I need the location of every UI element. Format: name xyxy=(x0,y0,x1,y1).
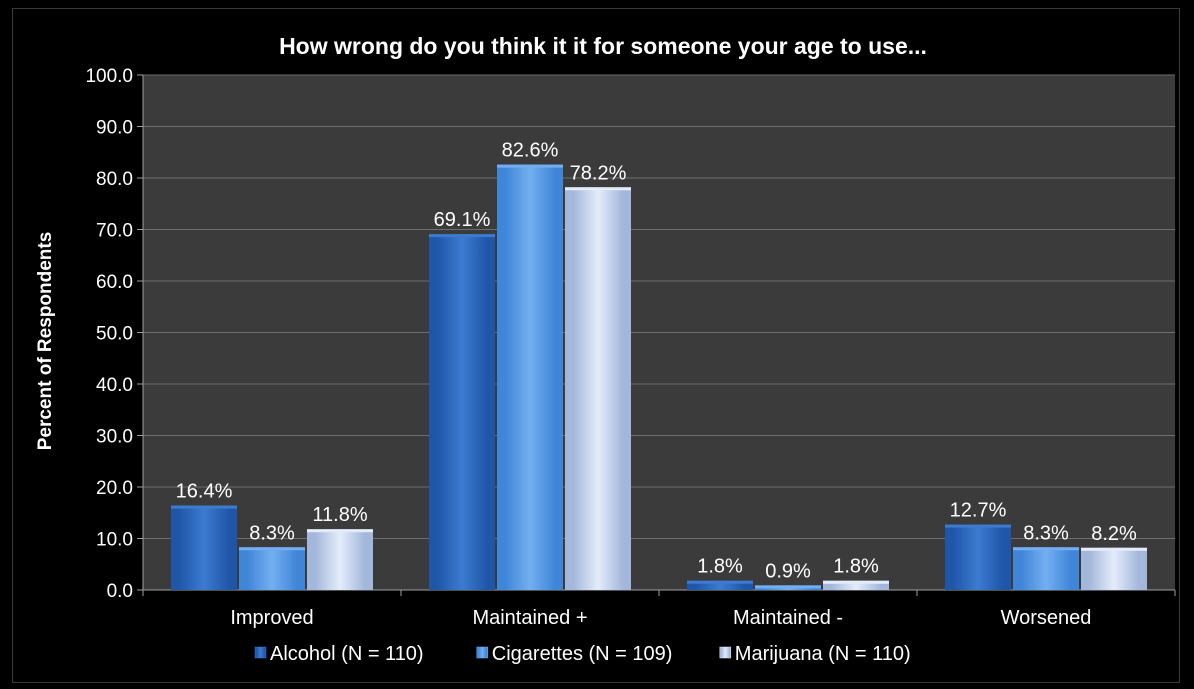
y-tick-label: 70.0 xyxy=(96,221,133,242)
bar-top-bevel xyxy=(945,524,1011,528)
legend-swatch xyxy=(254,646,267,659)
legend-item: Alcohol (N = 110) xyxy=(254,643,424,665)
legend-swatch xyxy=(719,646,732,659)
bar-top-bevel xyxy=(429,234,495,238)
y-axis-title: Percent of Respondents xyxy=(35,232,56,451)
y-tick-label: 100.0 xyxy=(85,66,133,87)
y-tick-label: 90.0 xyxy=(96,118,133,139)
y-tick-label: 30.0 xyxy=(96,427,133,448)
data-label: 78.2% xyxy=(570,162,627,184)
y-tick-label: 0.0 xyxy=(107,581,133,602)
legend-label: Cigarettes (N = 109) xyxy=(492,643,673,665)
data-label: 0.9% xyxy=(765,560,811,582)
legend-label: Marijuana (N = 110) xyxy=(735,643,911,665)
legend-item: Marijuana (N = 110) xyxy=(719,643,911,665)
bar-top-bevel xyxy=(823,580,889,584)
bar xyxy=(171,505,237,590)
bar-top-bevel xyxy=(307,529,373,533)
x-tick-label: Improved xyxy=(230,607,313,629)
bar xyxy=(497,164,563,591)
data-labels: 16.4% 8.3% 11.8% 69.1% 82.6% 78.2% 1.8% 0.9% 1.8… xyxy=(176,140,1137,583)
bar-top-bevel xyxy=(497,164,563,168)
data-label: 1.8% xyxy=(697,556,743,578)
chart-title: How wrong do you think it it for someone… xyxy=(279,33,927,59)
bar-top-bevel xyxy=(1013,547,1079,551)
data-label: 16.4% xyxy=(176,481,233,503)
chart-frame: How wrong do you think it it for someone… xyxy=(12,8,1180,683)
plot-area xyxy=(143,74,1175,591)
bar-top-bevel xyxy=(755,585,821,589)
bar xyxy=(687,580,753,590)
data-label: 1.8% xyxy=(833,556,879,578)
y-tick-label: 40.0 xyxy=(96,375,133,396)
data-label: 82.6% xyxy=(502,140,559,162)
bar xyxy=(823,580,889,590)
y-tick-label: 20.0 xyxy=(96,478,133,499)
data-label: 8.3% xyxy=(1023,522,1069,544)
y-tick-label: 50.0 xyxy=(96,324,133,345)
legend: Alcohol (N = 110) Cigarettes (N = 109) Mar… xyxy=(254,643,911,665)
data-label: 69.1% xyxy=(434,209,491,231)
x-tick-label: Worsened xyxy=(1001,607,1092,629)
bar xyxy=(945,524,1011,590)
bar xyxy=(429,234,495,590)
legend-item: Cigarettes (N = 109) xyxy=(476,643,673,665)
bar-top-bevel xyxy=(171,505,237,509)
y-tick-label: 60.0 xyxy=(96,272,133,293)
legend-swatch xyxy=(476,646,489,659)
y-tick-label: 10.0 xyxy=(96,530,133,551)
y-tick-label: 80.0 xyxy=(96,169,133,190)
bar xyxy=(1013,547,1079,590)
x-tick-label: Maintained + xyxy=(472,607,587,629)
bar-chart: How wrong do you think it it for someone… xyxy=(35,33,1176,665)
bar xyxy=(565,187,631,590)
bar-top-bevel xyxy=(239,547,305,551)
x-axis: Improved Maintained + Maintained - Worsened xyxy=(142,590,1176,629)
data-label: 12.7% xyxy=(950,500,1007,522)
x-tick-label: Maintained - xyxy=(733,607,843,629)
bar xyxy=(1081,547,1147,590)
legend-label: Alcohol (N = 110) xyxy=(270,643,424,665)
bar xyxy=(239,547,305,590)
bar-top-bevel xyxy=(565,187,631,191)
bar-top-bevel xyxy=(1081,547,1147,551)
data-label: 8.2% xyxy=(1091,523,1137,545)
bar-top-bevel xyxy=(687,580,753,584)
data-label: 11.8% xyxy=(312,504,367,526)
bars xyxy=(171,164,1147,591)
bar xyxy=(307,529,373,590)
data-label: 8.3% xyxy=(249,522,295,544)
